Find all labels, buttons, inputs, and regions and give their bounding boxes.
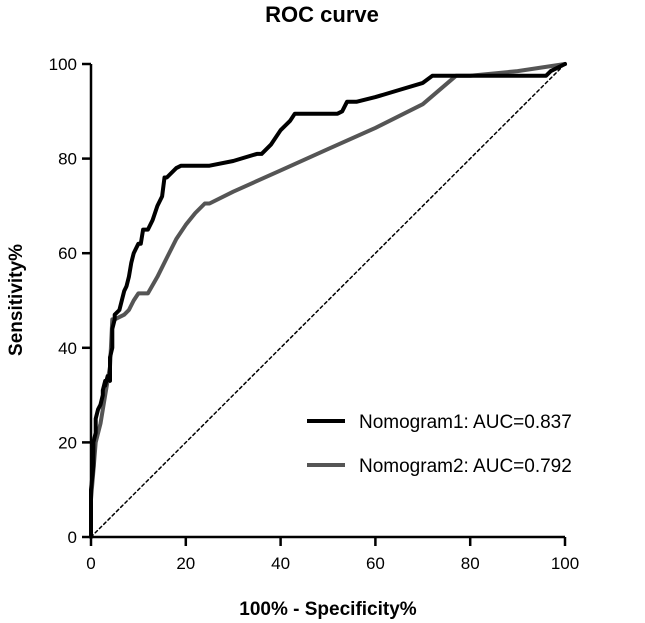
x-tick-label: 0 [86,554,95,573]
x-axis-title: 100% - Specificity% [239,599,417,620]
chart-title: ROC curve [265,2,379,27]
reference-line [90,63,566,538]
x-tick-label: 40 [271,554,290,573]
series-group [89,62,567,539]
legend-label-2: Nomogram2: AUC=0.792 [359,456,572,477]
axes [89,64,565,539]
y-tick-label: 60 [58,244,77,263]
legend-label-1: Nomogram1: AUC=0.837 [359,412,572,433]
legend: Nomogram1: AUC=0.837 Nomogram2: AUC=0.792 [307,412,572,477]
x-ticks: 0 20 40 60 80 100 [86,537,579,573]
y-tick-label: 40 [58,339,77,358]
y-tick-label: 80 [58,150,77,169]
x-tick-label: 20 [176,554,195,573]
y-tick-label: 0 [68,528,77,547]
x-tick-label: 60 [366,554,385,573]
x-tick-label: 80 [461,554,480,573]
y-ticks: 0 20 40 60 80 100 [49,55,91,547]
y-axis-title: Sensitivity% [6,244,27,356]
y-tick-label: 20 [58,433,77,452]
series-line-2 [89,62,567,539]
series-line-1 [89,62,567,539]
x-tick-label: 100 [551,554,579,573]
y-tick-label: 100 [49,55,77,74]
